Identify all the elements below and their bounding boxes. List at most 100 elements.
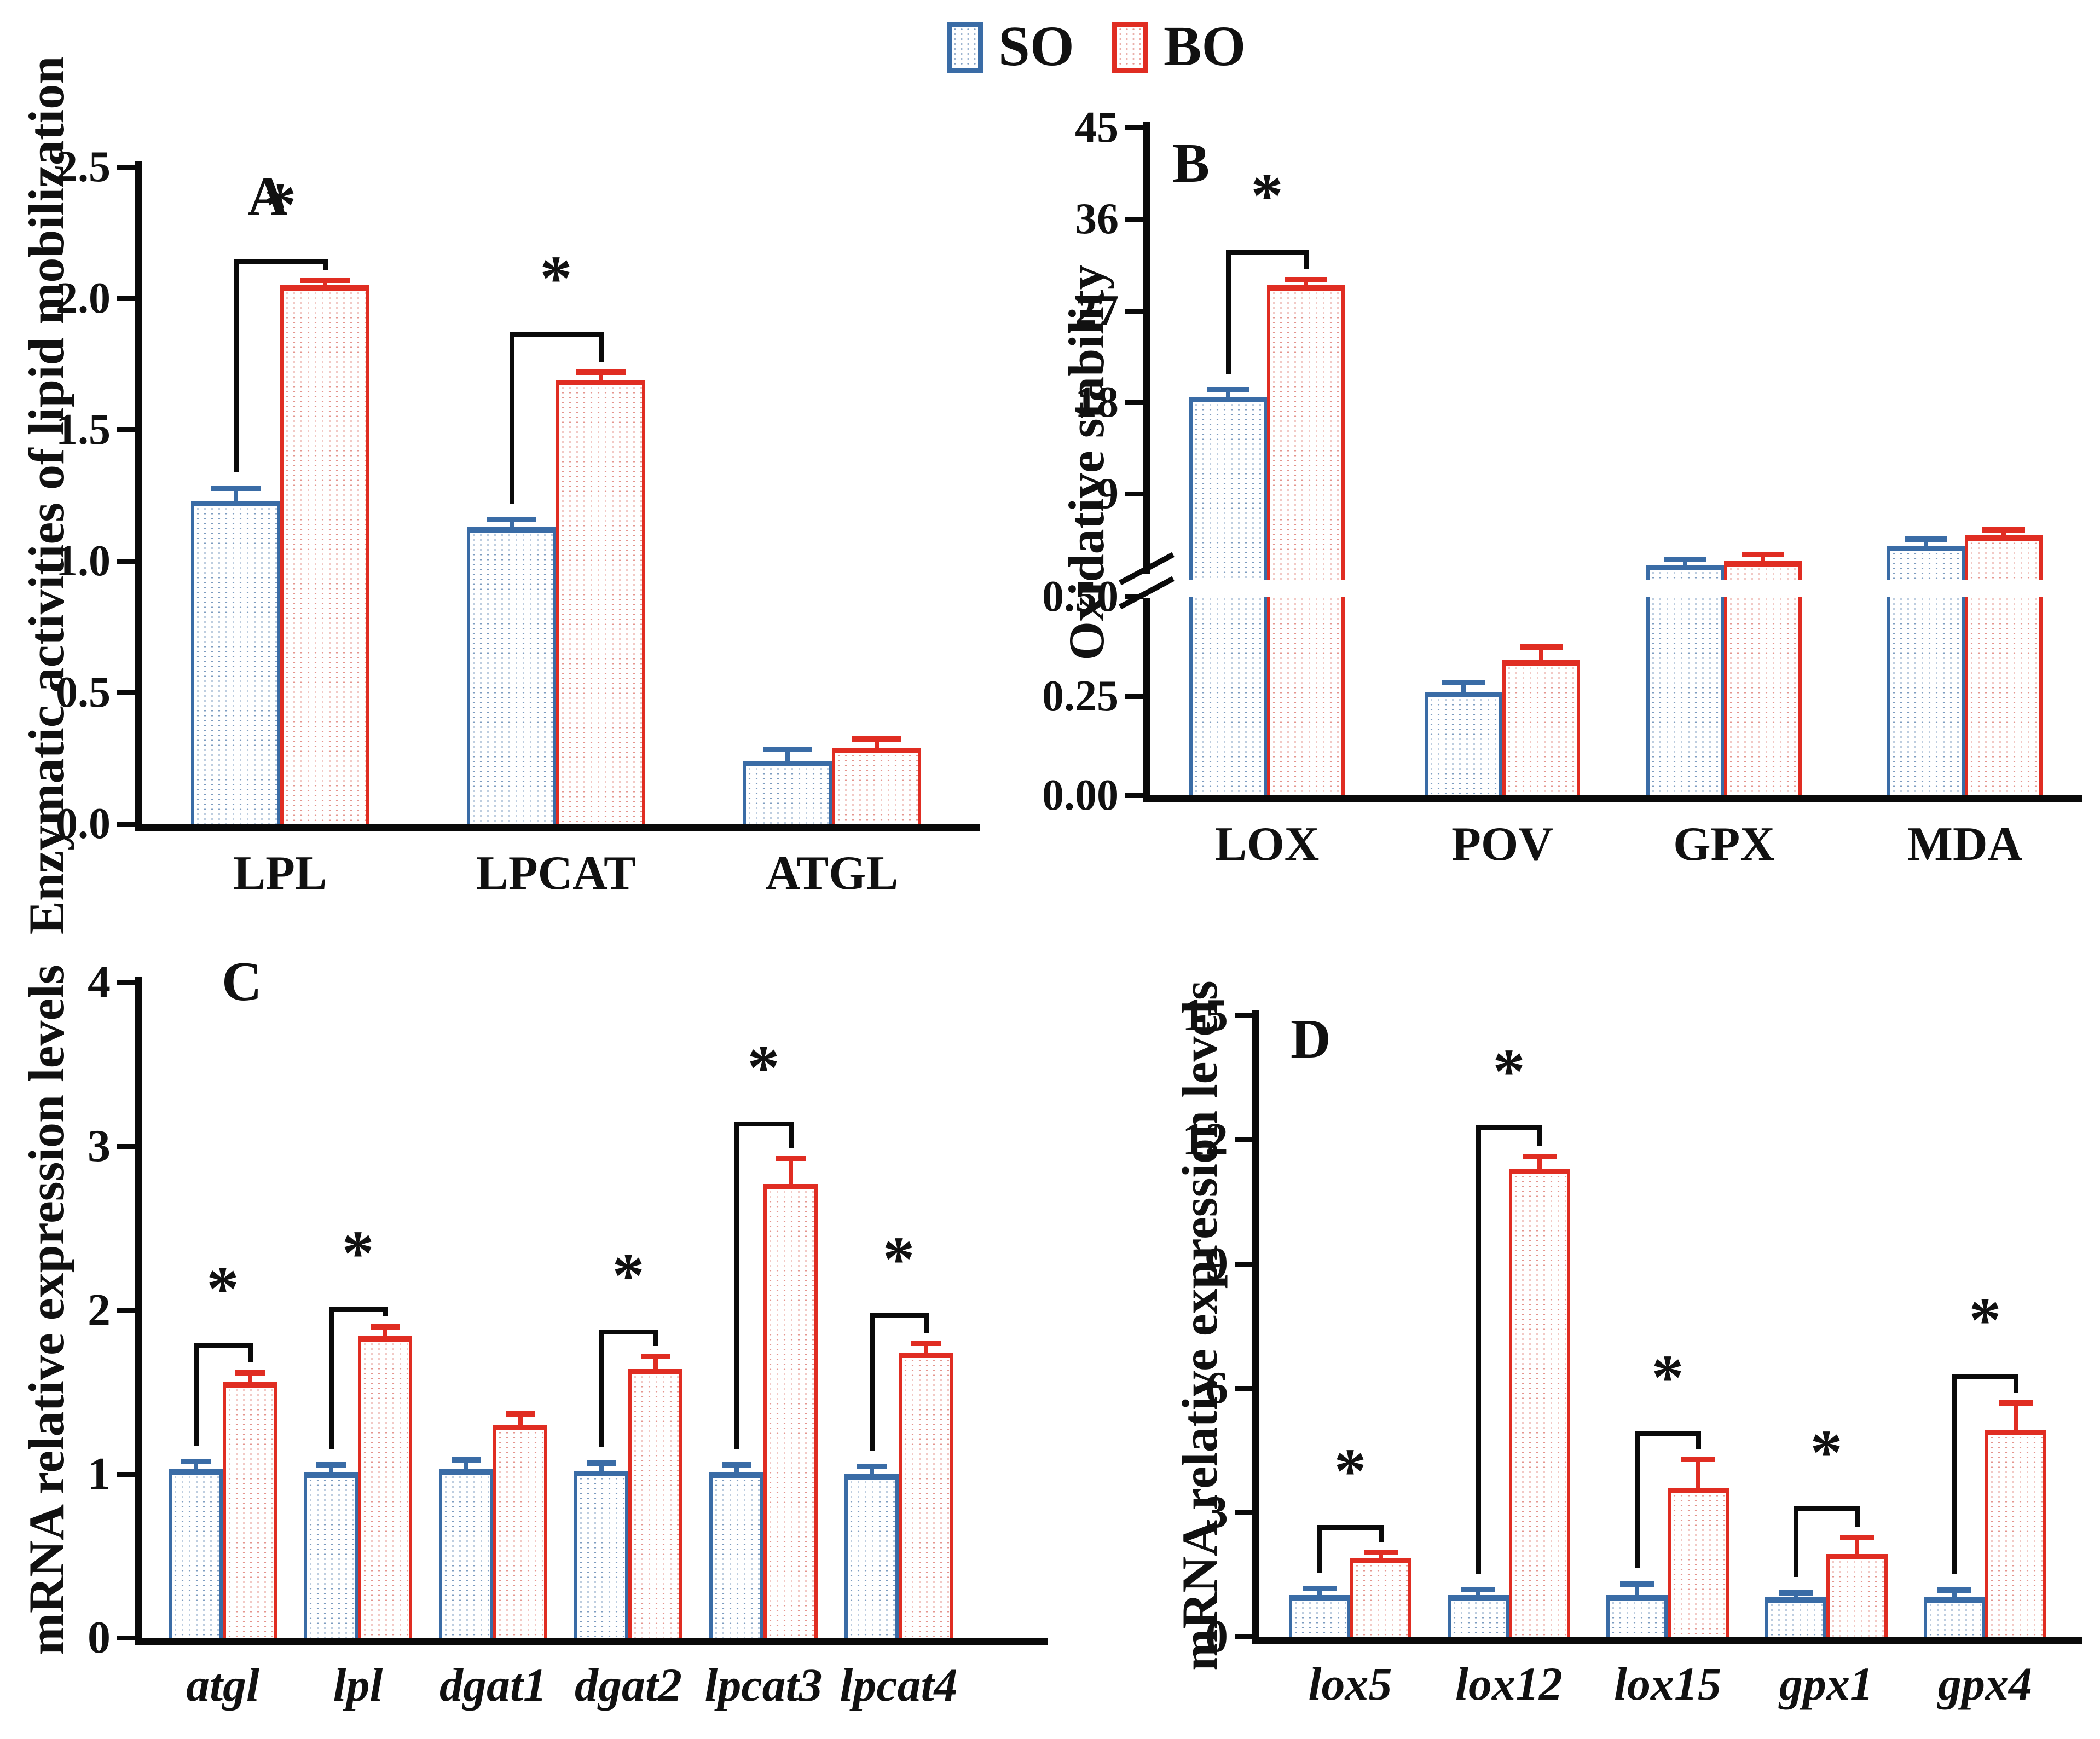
error-stem-SO-lox15 [1635, 1584, 1639, 1596]
sig-star-lox5: * [1334, 1435, 1367, 1507]
error-cap-SO-LPL [211, 485, 261, 491]
y-tick-label-B-hi0: 9 [1097, 470, 1119, 518]
bar-lower-SO-GPX [1646, 597, 1724, 795]
bar-SO-lpcat4 [844, 1474, 899, 1638]
sig-bracket-right-LPCAT [598, 332, 604, 362]
panel-letter-A: A [247, 165, 288, 227]
y-tick-label-B-hi1: 18 [1075, 378, 1119, 426]
y-tick-A-2 [117, 559, 135, 564]
bar-BO-lox12 [1509, 1168, 1570, 1637]
legend-swatch-so [947, 22, 983, 73]
y-tick-B-hi0 [1125, 492, 1143, 497]
error-stem-BO-gpx1 [1855, 1537, 1859, 1554]
y-tick-label-A-1: 0.5 [56, 668, 111, 717]
bar-SO-lox12 [1448, 1595, 1509, 1637]
error-stem-BO-LPCAT [598, 372, 603, 380]
bar-SO-gpx4 [1924, 1597, 1985, 1637]
sig-bracket-left-lpl [328, 1307, 334, 1449]
sig-bracket-top-lox12 [1476, 1125, 1542, 1130]
y-tick-label-D-2: 6 [1205, 1362, 1228, 1413]
y-tick-label-B-lo1: 0.25 [1042, 672, 1119, 720]
error-cap-SO-ATGL [762, 747, 812, 753]
panel-letter-C: C [222, 951, 262, 1013]
error-cap-SO-gpx4 [1937, 1587, 1971, 1593]
error-stem-BO-ATGL [874, 738, 879, 748]
error-stem-BO-lox15 [1696, 1458, 1700, 1488]
category-label-MDA: MDA [1907, 818, 2023, 871]
sig-star-atgl: * [206, 1253, 239, 1325]
bar-BO-lpcat3 [763, 1184, 818, 1638]
bar-BO-lox15 [1668, 1487, 1729, 1637]
y-tick-A-5 [117, 165, 135, 170]
category-label-ATGL: ATGL [765, 847, 899, 900]
error-cap-SO-GPX [1664, 556, 1706, 562]
sig-star-lpcat4: * [882, 1223, 915, 1296]
error-stem-SO-dgat2 [599, 1462, 604, 1471]
sig-bracket-left-lox12 [1476, 1125, 1481, 1574]
error-cap-SO-lox5 [1303, 1585, 1337, 1591]
error-cap-SO-lpcat3 [721, 1461, 751, 1468]
y-tick-label-B-hi2: 27 [1075, 286, 1119, 335]
sig-bracket-top-LPCAT [509, 332, 604, 338]
bar-BO-POV [1502, 660, 1580, 795]
sig-star-lpcat3: * [747, 1032, 780, 1104]
y-tick-label-A-4: 2.0 [56, 274, 111, 322]
y-tick-label-D-1: 3 [1205, 1487, 1228, 1538]
bar-SO-atgl [169, 1469, 223, 1638]
error-cap-BO-lox15 [1681, 1456, 1715, 1462]
error-cap-BO-atgl [235, 1370, 265, 1376]
panel-letter-B: B [1172, 132, 1210, 194]
y-tick-D-2 [1235, 1386, 1252, 1391]
bar-SO-dgat1 [439, 1469, 493, 1638]
error-stem-SO-lox5 [1317, 1587, 1322, 1596]
bar-SO-lox5 [1289, 1595, 1350, 1637]
sig-bracket-left-LOX [1226, 250, 1231, 374]
bar-BO-gpx1 [1826, 1553, 1888, 1637]
y-tick-C-2 [117, 1308, 135, 1313]
bar-BO-LPL [280, 285, 369, 824]
sig-bracket-left-LPL [233, 259, 239, 472]
sig-bracket-right-lox15 [1696, 1431, 1701, 1449]
y-tick-label-B-hi3: 36 [1075, 195, 1119, 244]
bar-upper-BO-LOX [1267, 285, 1345, 580]
category-label-lpcat4: lpcat4 [840, 1659, 958, 1711]
category-label-atgl: atgl [186, 1659, 259, 1711]
error-stem-BO-dgat1 [518, 1413, 523, 1425]
sig-bracket-left-dgat2 [599, 1330, 604, 1447]
y-axis-C [135, 977, 142, 1645]
error-stem-BO-dgat2 [653, 1356, 658, 1370]
error-cap-SO-atgl [181, 1458, 211, 1464]
y-tick-label-B-lo0: 0.00 [1042, 771, 1119, 819]
x-axis-A [135, 824, 980, 831]
category-label-lox15: lox15 [1614, 1657, 1721, 1710]
y-tick-label-A-0: 0.0 [56, 800, 111, 848]
y-tick-B-hi4 [1125, 125, 1143, 130]
bar-upper-SO-LOX [1189, 397, 1267, 580]
sig-bracket-left-LPCAT [509, 332, 514, 504]
error-cap-BO-dgat1 [505, 1411, 535, 1417]
error-stem-SO-LOX [1226, 389, 1230, 397]
y-tick-label-B-lo2: 0.50 [1042, 573, 1119, 621]
category-label-GPX: GPX [1673, 818, 1775, 871]
sig-bracket-right-LPL [322, 259, 328, 270]
category-label-LPCAT: LPCAT [476, 847, 636, 900]
bar-BO-atgl [223, 1382, 277, 1638]
y-tick-label-A-2: 1.0 [56, 537, 111, 585]
category-label-LOX: LOX [1214, 818, 1320, 871]
y-tick-label-C-1: 1 [88, 1448, 111, 1499]
bar-SO-LPCAT [467, 527, 556, 824]
error-stem-SO-lpcat4 [869, 1465, 874, 1474]
error-cap-BO-dgat2 [640, 1354, 670, 1360]
sig-bracket-left-atgl [193, 1343, 199, 1446]
y-tick-label-C-0: 0 [88, 1612, 111, 1663]
error-cap-SO-lpl [316, 1461, 346, 1468]
bar-upper-BO-GPX [1724, 561, 1802, 580]
bar-BO-lox5 [1350, 1558, 1411, 1637]
error-cap-BO-MDA [1982, 527, 2025, 533]
error-stem-BO-atgl [247, 1372, 252, 1383]
error-stem-BO-gpx4 [2014, 1402, 2018, 1430]
sig-bracket-right-gpx4 [2014, 1373, 2018, 1393]
error-stem-BO-POV [1539, 646, 1543, 661]
error-cap-BO-ATGL [852, 736, 901, 742]
error-stem-BO-lox12 [1537, 1156, 1542, 1169]
